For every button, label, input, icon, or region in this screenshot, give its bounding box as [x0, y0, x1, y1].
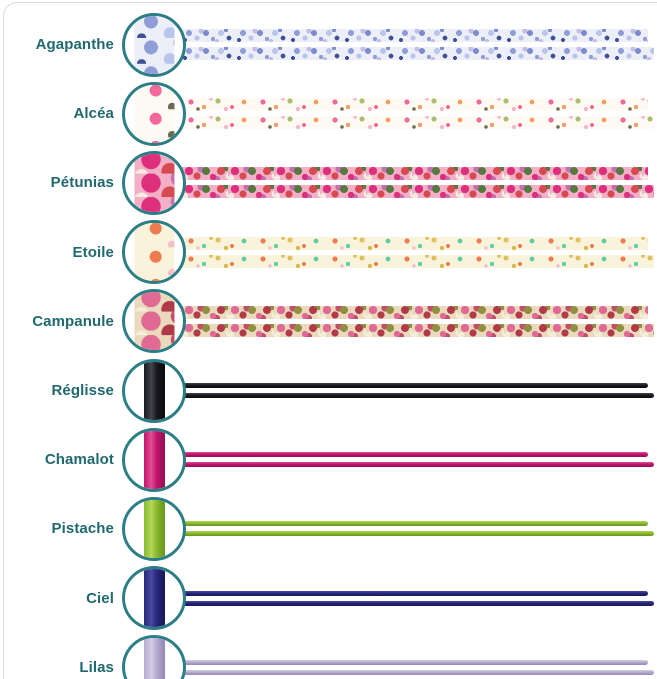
- row-alcea: Alcéa: [4, 79, 657, 148]
- row-label: Alcéa: [73, 105, 114, 123]
- swatch-circle[interactable]: [122, 566, 186, 631]
- material-strips: [182, 305, 657, 337]
- strip-top: [182, 383, 648, 389]
- row-label: Réglisse: [51, 382, 114, 400]
- swatch-panel: Agapanthe Alcéa Pétunias Etoile Campanul: [3, 2, 657, 679]
- strip-bottom: [182, 669, 654, 675]
- strip-bottom: [182, 531, 654, 537]
- swatch-circle[interactable]: [122, 496, 186, 561]
- row-etoile: Etoile: [4, 218, 657, 287]
- strip-bottom: [182, 185, 654, 199]
- row-chamalot: Chamalot: [4, 425, 657, 494]
- swatch-circle[interactable]: [122, 220, 186, 285]
- row-label: Chamalot: [44, 451, 114, 469]
- swatch-pattern: [143, 638, 165, 679]
- strip-top: [182, 167, 648, 181]
- strip-bottom: [182, 116, 654, 130]
- swatch-pattern: [134, 15, 174, 74]
- strip-top: [182, 452, 648, 458]
- row-pistache: Pistache: [4, 494, 657, 563]
- material-strips: [182, 167, 657, 199]
- row-agapanthe: Agapanthe: [4, 10, 657, 79]
- material-strips: [182, 659, 657, 675]
- strip-bottom: [182, 323, 654, 337]
- strip-top: [182, 590, 648, 596]
- material-strips: [182, 29, 657, 61]
- swatch-circle[interactable]: [122, 358, 186, 423]
- material-strips: [182, 590, 657, 606]
- swatch-pattern: [143, 430, 165, 489]
- row-label: Campanule: [32, 312, 114, 330]
- strip-top: [182, 236, 648, 250]
- strip-bottom: [182, 600, 654, 606]
- material-strips: [182, 452, 657, 468]
- row-reglisse: Réglisse: [4, 356, 657, 425]
- strip-bottom: [182, 393, 654, 399]
- swatch-pattern: [143, 361, 165, 420]
- strip-top: [182, 521, 648, 527]
- row-label: Etoile: [72, 243, 114, 261]
- swatch-pattern: [134, 153, 174, 212]
- swatch-pattern: [143, 569, 165, 628]
- swatch-circle[interactable]: [122, 150, 186, 215]
- material-strips: [182, 521, 657, 537]
- swatch-circle[interactable]: [122, 289, 186, 354]
- swatch-circle[interactable]: [122, 81, 186, 146]
- row-ciel: Ciel: [4, 564, 657, 633]
- swatch-pattern: [134, 223, 174, 282]
- row-label: Pétunias: [50, 174, 114, 192]
- material-strips: [182, 383, 657, 399]
- row-lilas: Lilas: [4, 633, 657, 679]
- strip-top: [182, 659, 648, 665]
- strip-top: [182, 29, 648, 43]
- row-petunias: Pétunias: [4, 148, 657, 217]
- strip-bottom: [182, 462, 654, 468]
- row-label: Pistache: [51, 520, 114, 538]
- swatch-pattern: [143, 499, 165, 558]
- swatch-pattern: [134, 84, 174, 143]
- material-strips: [182, 236, 657, 268]
- row-label: Ciel: [86, 589, 114, 607]
- strip-bottom: [182, 47, 654, 61]
- strip-top: [182, 98, 648, 112]
- strip-bottom: [182, 254, 654, 268]
- swatch-circle[interactable]: [122, 635, 186, 679]
- row-campanule: Campanule: [4, 287, 657, 356]
- material-strips: [182, 98, 657, 130]
- row-label: Lilas: [79, 658, 114, 676]
- swatch-circle[interactable]: [122, 12, 186, 77]
- strip-top: [182, 305, 648, 319]
- swatch-pattern: [134, 292, 174, 351]
- row-label: Agapanthe: [35, 36, 114, 54]
- swatch-circle[interactable]: [122, 427, 186, 492]
